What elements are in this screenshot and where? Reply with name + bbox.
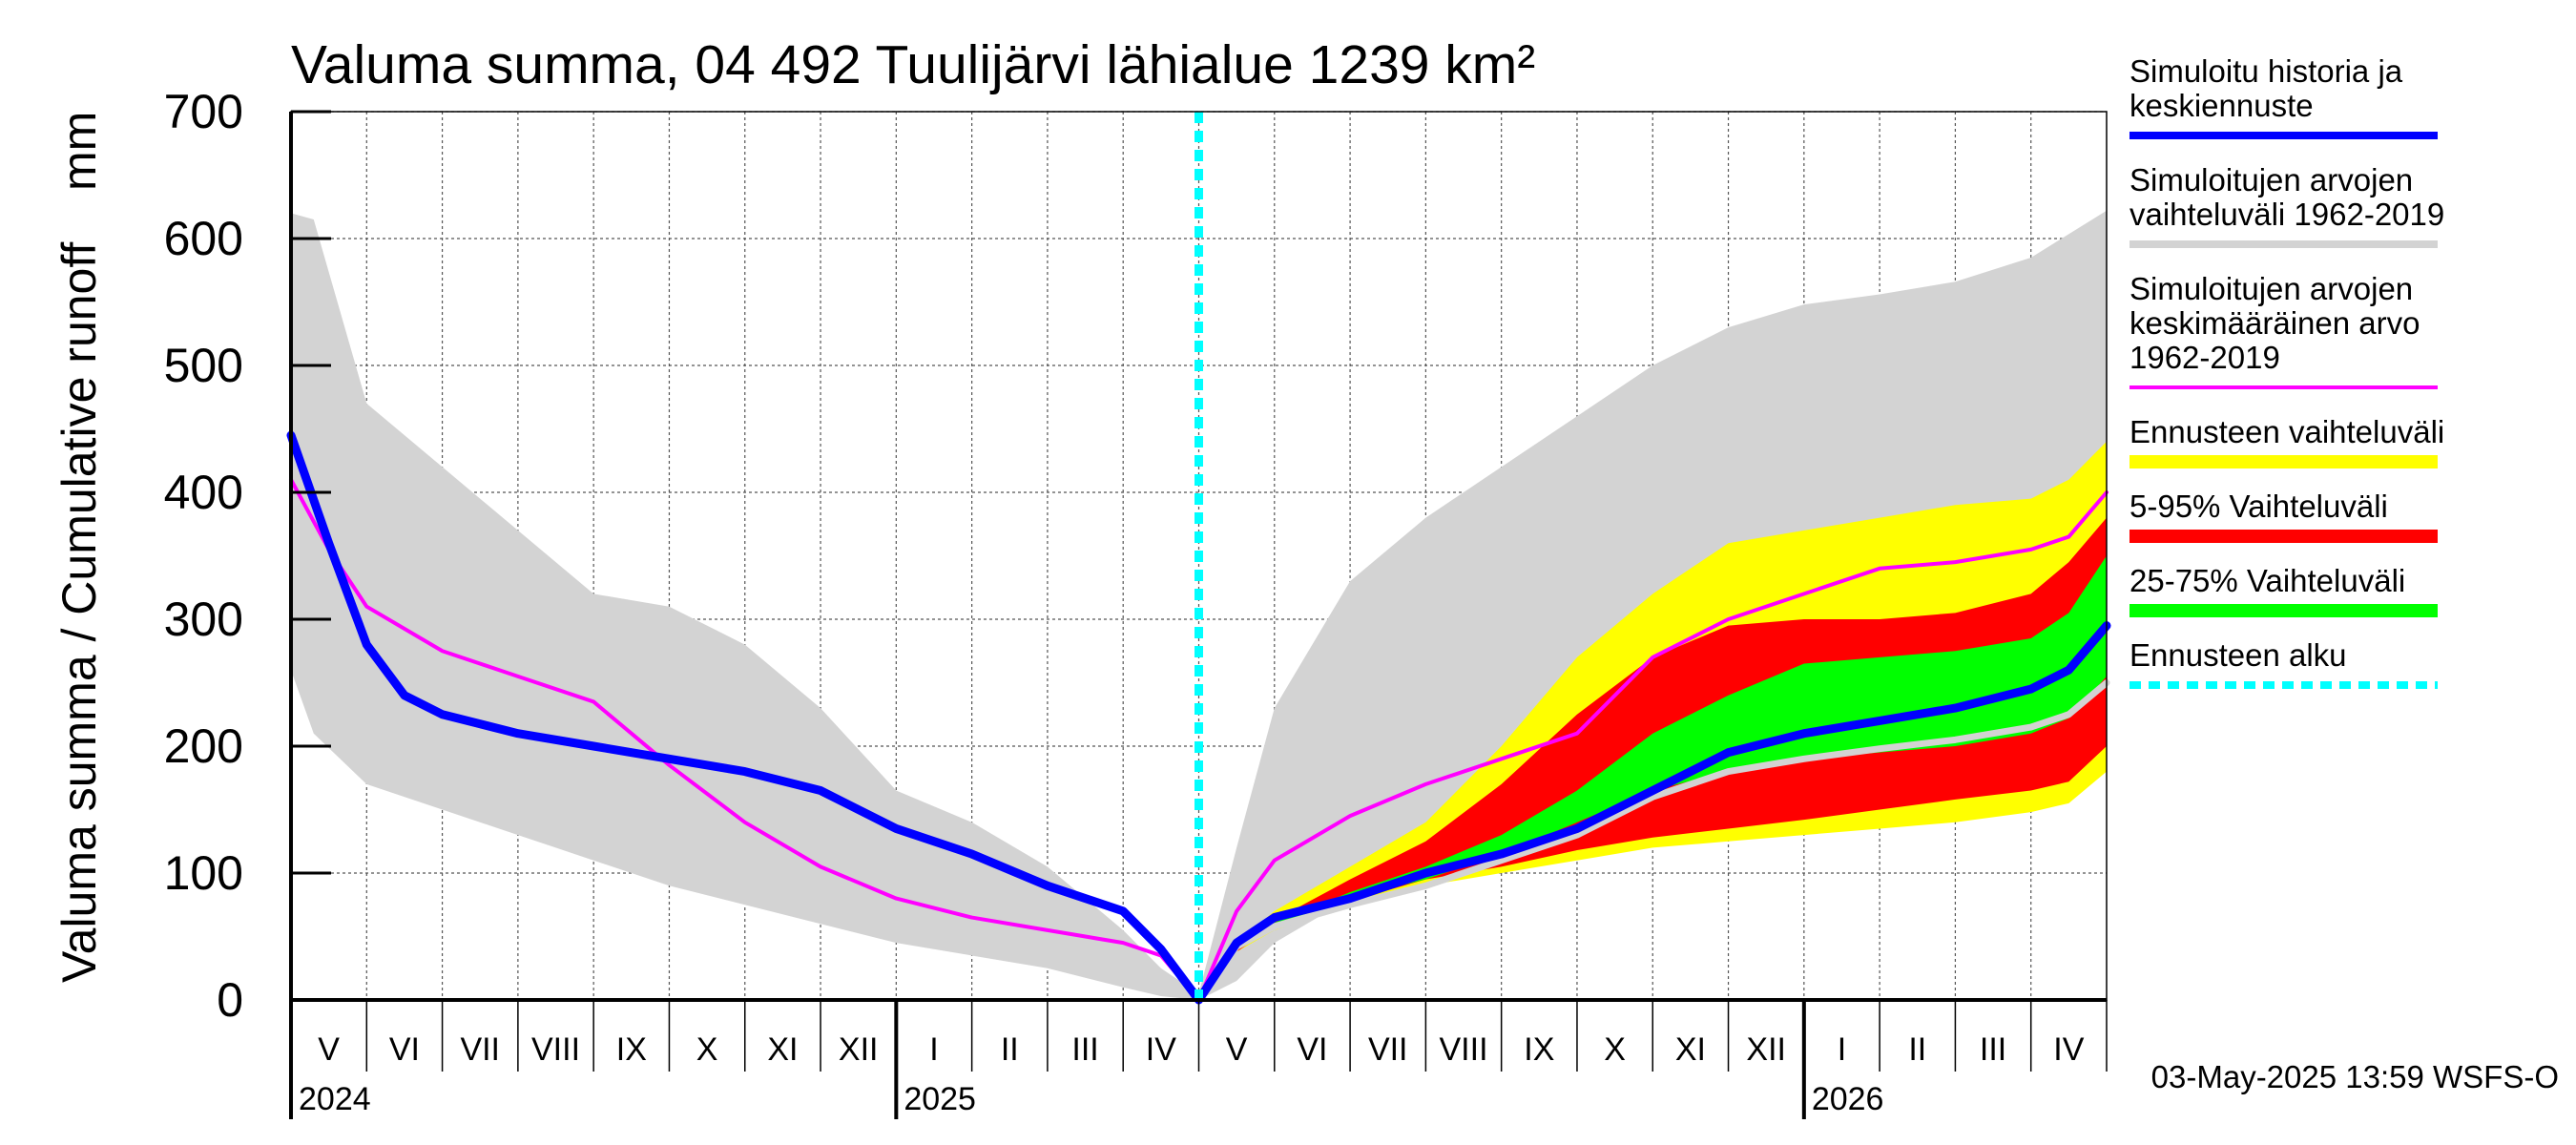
y-tick-label: 400: [164, 466, 243, 519]
legend-label: 1962-2019: [2129, 340, 2280, 375]
month-label: VI: [389, 1031, 420, 1068]
year-label: 2025: [904, 1081, 976, 1117]
month-label: IX: [616, 1031, 647, 1068]
month-label: VIII: [531, 1031, 580, 1068]
month-label: IV: [2053, 1031, 2084, 1068]
legend-label: keskimääräinen arvo: [2129, 305, 2420, 341]
chart-title: Valuma summa, 04 492 Tuulijärvi lähialue…: [291, 34, 1535, 95]
month-label: X: [1604, 1031, 1626, 1068]
month-label: IX: [1524, 1031, 1554, 1068]
legend-item: Ennusteen vaihteluväli: [2129, 414, 2444, 468]
line-simuloitu-historia-ja-keskiennuste: [286, 430, 2111, 1005]
legend-item: Ennusteen alku: [2129, 637, 2438, 689]
legend-label: 25-75% Vaihteluväli: [2129, 563, 2405, 598]
legend-label: Ennusteen alku: [2129, 637, 2347, 673]
line-ennusteen-mediaani: [1195, 679, 2110, 1004]
year-label: 2026: [1812, 1081, 1884, 1117]
month-label: I: [1838, 1031, 1846, 1068]
month-label: XII: [839, 1031, 879, 1068]
month-label: XI: [767, 1031, 798, 1068]
footer-timestamp: 03-May-2025 13:59 WSFS-O: [2151, 1059, 2559, 1094]
y-axis-label: Valuma summa / Cumulative runoff: [52, 242, 106, 983]
y-tick-label: 500: [164, 339, 243, 392]
year-label: 2024: [299, 1081, 371, 1117]
month-label: I: [929, 1031, 938, 1068]
month-label: III: [1980, 1031, 2006, 1068]
y-tick-label: 600: [164, 212, 243, 265]
y-tick-label: 200: [164, 719, 243, 773]
plot-area: [286, 111, 2111, 1005]
month-label: III: [1071, 1031, 1098, 1068]
month-label: II: [1908, 1031, 1926, 1068]
month-label: XII: [1746, 1031, 1786, 1068]
legend-label: Ennusteen vaihteluväli: [2129, 414, 2444, 449]
legend-label: Simuloitujen arvojen: [2129, 162, 2413, 198]
month-label: IV: [1146, 1031, 1176, 1068]
legend: Simuloitu historia jakeskiennusteSimuloi…: [2129, 53, 2444, 689]
month-label: XI: [1675, 1031, 1706, 1068]
y-axis-unit: mm: [52, 112, 106, 191]
legend-label: vaihteluväli 1962-2019: [2129, 197, 2444, 232]
band-25-75-vaihteluv-li: [1198, 555, 2107, 1000]
month-label: VII: [460, 1031, 500, 1068]
month-label: II: [1001, 1031, 1019, 1068]
legend-label: Simuloitu historia ja: [2129, 53, 2403, 89]
y-tick-label: 0: [217, 973, 243, 1027]
y-tick-label: 700: [164, 85, 243, 138]
month-label: V: [318, 1031, 340, 1068]
month-label: VI: [1297, 1031, 1327, 1068]
legend-item: 25-75% Vaihteluväli: [2129, 563, 2438, 617]
y-tick-label: 100: [164, 846, 243, 900]
month-label: V: [1226, 1031, 1248, 1068]
month-label: X: [696, 1031, 718, 1068]
legend-label: Simuloitujen arvojen: [2129, 271, 2413, 306]
legend-label: 5-95% Vaihteluväli: [2129, 489, 2388, 524]
month-label: VII: [1368, 1031, 1408, 1068]
legend-item: 5-95% Vaihteluväli: [2129, 489, 2438, 543]
y-tick-label: 300: [164, 593, 243, 646]
month-label: VIII: [1440, 1031, 1488, 1068]
legend-label: keskiennuste: [2129, 88, 2314, 123]
